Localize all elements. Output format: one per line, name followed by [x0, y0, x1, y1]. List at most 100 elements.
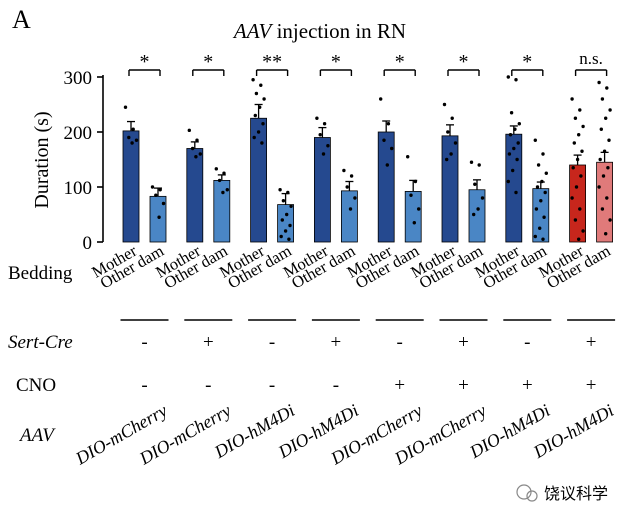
data-point-mother [507, 152, 512, 156]
data-point-mother [386, 122, 391, 126]
data-point-mother [322, 122, 327, 126]
significance-label: * [331, 51, 341, 73]
data-point-mother [572, 141, 576, 145]
data-point-other-dam [345, 185, 349, 189]
data-point-mother [577, 133, 581, 137]
data-point-mother [514, 190, 518, 195]
data-point-other-dam [283, 229, 288, 233]
data-point-mother [508, 133, 513, 137]
data-point-other-dam [599, 127, 603, 131]
data-point-other-dam [605, 196, 609, 200]
data-point-mother [449, 152, 453, 156]
chart-title: AAV injection in RN [232, 19, 406, 43]
cno-value: + [394, 375, 405, 396]
data-point-other-dam [472, 212, 476, 217]
data-point-other-dam [286, 190, 290, 195]
data-point-other-dam [409, 193, 413, 197]
chart-title-rest: injection in RN [271, 19, 406, 43]
y-axis-label: Duration (s) [31, 111, 53, 208]
data-point-mother [515, 157, 519, 162]
data-point-other-dam [349, 174, 354, 178]
data-point-other-dam [476, 207, 480, 211]
data-point-other-dam [217, 178, 222, 183]
data-point-other-dam [541, 237, 545, 241]
data-point-other-dam [480, 196, 485, 200]
data-point-mother [260, 141, 264, 145]
data-point-mother [326, 144, 330, 148]
data-point-mother [509, 111, 514, 115]
data-point-other-dam [477, 163, 481, 167]
data-point-other-dam [536, 163, 541, 167]
sert-cre-value: + [203, 332, 214, 353]
data-point-mother [516, 141, 520, 145]
data-point-mother [513, 127, 517, 131]
data-point-mother [577, 237, 581, 241]
data-point-mother [517, 122, 521, 126]
data-point-mother [131, 127, 135, 131]
data-point-mother [450, 116, 454, 120]
sert-cre-value: + [458, 332, 469, 353]
data-point-other-dam [607, 138, 611, 142]
sert-cre-value: - [524, 332, 530, 353]
data-point-mother [382, 138, 386, 142]
significance-label: ** [262, 51, 282, 73]
data-point-mother [379, 97, 383, 101]
data-point-mother [195, 138, 199, 142]
data-point-mother [390, 146, 394, 151]
significance-label: * [395, 51, 405, 73]
data-point-other-dam [600, 207, 605, 211]
data-point-other-dam [543, 190, 547, 195]
data-point-other-dam [158, 188, 162, 192]
row-label-sert-cre: Sert-Cre [8, 332, 73, 353]
data-point-mother [445, 157, 449, 162]
data-point-other-dam [406, 155, 410, 159]
data-point-other-dam [605, 86, 609, 90]
data-point-other-dam [412, 221, 416, 225]
cno-value: - [269, 375, 275, 396]
significance-label: * [203, 51, 213, 73]
data-point-other-dam [150, 185, 155, 189]
data-point-other-dam [534, 207, 539, 211]
data-point-other-dam [288, 223, 292, 228]
data-point-other-dam [278, 188, 282, 192]
data-point-mother [130, 141, 134, 145]
data-point-other-dam [544, 171, 548, 175]
data-point-mother [252, 135, 256, 140]
data-point-other-dam [541, 152, 545, 156]
data-point-mother [198, 152, 202, 156]
data-point-mother [256, 130, 261, 134]
data-point-other-dam [600, 97, 605, 101]
data-point-other-dam [535, 185, 540, 189]
data-point-mother [258, 105, 262, 109]
data-point-other-dam [279, 234, 283, 239]
cno-value: - [205, 375, 211, 396]
data-point-mother [578, 207, 582, 211]
data-point-other-dam [353, 196, 357, 200]
data-point-other-dam [154, 193, 158, 197]
row-label-bedding: Bedding [8, 263, 73, 284]
wechat-icon [516, 484, 532, 500]
cno-value: - [141, 375, 147, 396]
data-point-mother [578, 108, 582, 112]
data-point-other-dam [280, 218, 284, 222]
row-label-cno: CNO [16, 375, 56, 396]
y-axis: 0 100 200 300 [64, 68, 104, 254]
data-point-mother [194, 155, 198, 159]
significance-label: n.s. [579, 49, 603, 68]
data-point-mother [506, 179, 510, 184]
data-point-other-dam [214, 167, 218, 171]
data-point-other-dam [287, 237, 291, 241]
data-point-other-dam [342, 168, 346, 173]
data-point-mother [127, 135, 131, 140]
data-point-other-dam [538, 226, 542, 230]
data-point-other-dam [285, 212, 289, 217]
panel-label: A [12, 5, 31, 34]
data-point-mother [511, 168, 515, 173]
data-point-other-dam [542, 215, 546, 219]
data-point-mother [453, 141, 458, 145]
data-point-mother [573, 218, 578, 222]
data-point-mother [575, 157, 580, 162]
data-point-mother [318, 133, 322, 137]
